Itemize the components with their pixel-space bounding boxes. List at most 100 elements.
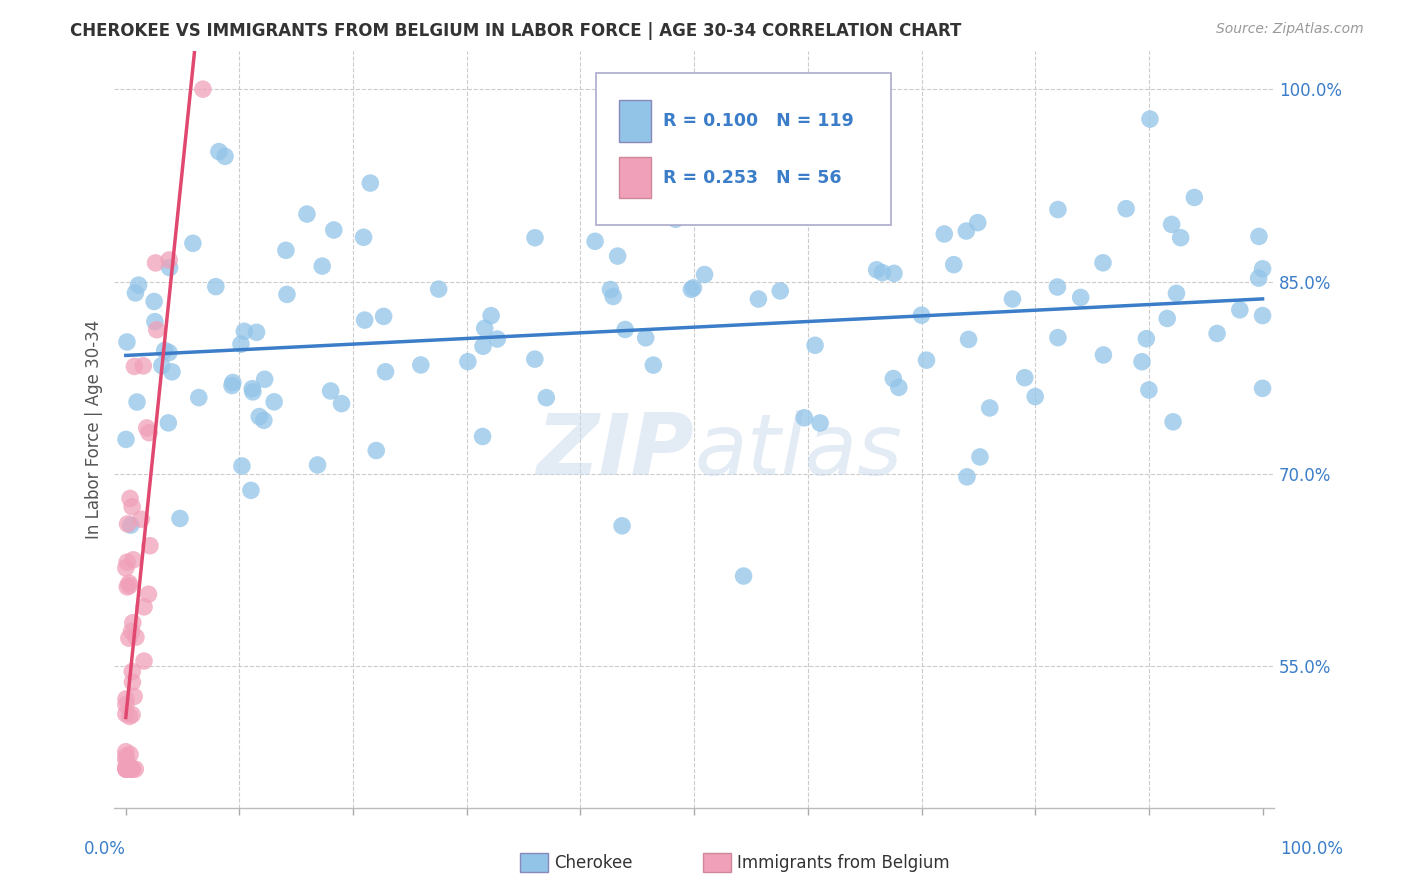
- Point: [427, 282, 450, 296]
- Point: [115, 698, 138, 712]
- Point: [120, 518, 142, 533]
- Point: [599, 283, 621, 297]
- Point: [643, 358, 665, 372]
- Point: [524, 231, 547, 245]
- Point: [117, 757, 139, 772]
- Point: [114, 561, 136, 575]
- Point: [1160, 218, 1182, 232]
- Point: [353, 230, 375, 244]
- Point: [231, 458, 253, 473]
- Point: [129, 512, 152, 526]
- Point: [253, 372, 276, 386]
- Point: [536, 391, 558, 405]
- Point: [882, 371, 904, 385]
- Point: [239, 483, 262, 498]
- Point: [1229, 302, 1251, 317]
- Point: [872, 266, 894, 280]
- Point: [115, 762, 138, 776]
- Point: [1046, 330, 1069, 344]
- Point: [472, 339, 495, 353]
- Point: [634, 331, 657, 345]
- Point: [311, 259, 333, 273]
- Point: [157, 416, 180, 430]
- Text: ZIP: ZIP: [537, 410, 695, 493]
- Point: [114, 760, 136, 774]
- Point: [583, 235, 606, 249]
- Point: [1156, 311, 1178, 326]
- Point: [120, 491, 142, 506]
- Point: [1251, 261, 1274, 276]
- Point: [121, 762, 143, 776]
- Point: [118, 747, 141, 762]
- Point: [373, 310, 395, 324]
- Point: [118, 762, 141, 776]
- Point: [115, 762, 138, 776]
- Point: [1251, 309, 1274, 323]
- Point: [887, 380, 910, 394]
- Point: [121, 675, 143, 690]
- Point: [115, 762, 138, 776]
- Point: [240, 382, 263, 396]
- Point: [146, 323, 169, 337]
- Point: [1206, 326, 1229, 341]
- Point: [124, 359, 146, 374]
- Point: [121, 500, 143, 514]
- Point: [1166, 286, 1188, 301]
- Point: [138, 425, 160, 440]
- Point: [319, 384, 342, 398]
- Point: [353, 313, 375, 327]
- Point: [780, 183, 803, 197]
- Point: [245, 326, 267, 340]
- Point: [132, 654, 155, 668]
- Point: [132, 359, 155, 373]
- Point: [1091, 256, 1114, 270]
- Point: [793, 410, 815, 425]
- Point: [143, 294, 166, 309]
- Point: [602, 289, 624, 303]
- Point: [118, 709, 141, 723]
- Point: [1024, 390, 1046, 404]
- Point: [208, 145, 231, 159]
- Point: [118, 762, 141, 776]
- Point: [115, 762, 138, 776]
- Text: Immigrants from Belgium: Immigrants from Belgium: [737, 854, 949, 871]
- Point: [115, 762, 138, 776]
- Point: [233, 324, 256, 338]
- Point: [1014, 370, 1036, 384]
- Point: [121, 707, 143, 722]
- Point: [187, 391, 209, 405]
- Point: [804, 338, 827, 352]
- Point: [366, 443, 388, 458]
- Point: [121, 665, 143, 679]
- Point: [979, 401, 1001, 415]
- Text: Source: ZipAtlas.com: Source: ZipAtlas.com: [1216, 22, 1364, 37]
- Point: [1115, 202, 1137, 216]
- Text: Cherokee: Cherokee: [554, 854, 633, 871]
- Point: [614, 322, 637, 336]
- Point: [153, 343, 176, 358]
- Point: [606, 249, 628, 263]
- Point: [955, 224, 977, 238]
- Text: R = 0.253   N = 56: R = 0.253 N = 56: [662, 169, 841, 186]
- Point: [118, 631, 141, 645]
- Point: [263, 395, 285, 409]
- Point: [115, 555, 138, 569]
- Point: [1170, 230, 1192, 244]
- Point: [274, 244, 297, 258]
- Point: [1070, 290, 1092, 304]
- Point: [115, 749, 138, 764]
- Point: [359, 176, 381, 190]
- Point: [118, 762, 141, 776]
- Point: [769, 284, 792, 298]
- Point: [150, 359, 173, 373]
- Point: [169, 511, 191, 525]
- Bar: [619, 157, 651, 198]
- Point: [934, 227, 956, 241]
- Point: [1182, 190, 1205, 204]
- Point: [523, 352, 546, 367]
- Point: [120, 762, 142, 776]
- Point: [253, 413, 276, 427]
- Point: [139, 539, 162, 553]
- Point: [374, 365, 396, 379]
- Bar: [619, 100, 651, 142]
